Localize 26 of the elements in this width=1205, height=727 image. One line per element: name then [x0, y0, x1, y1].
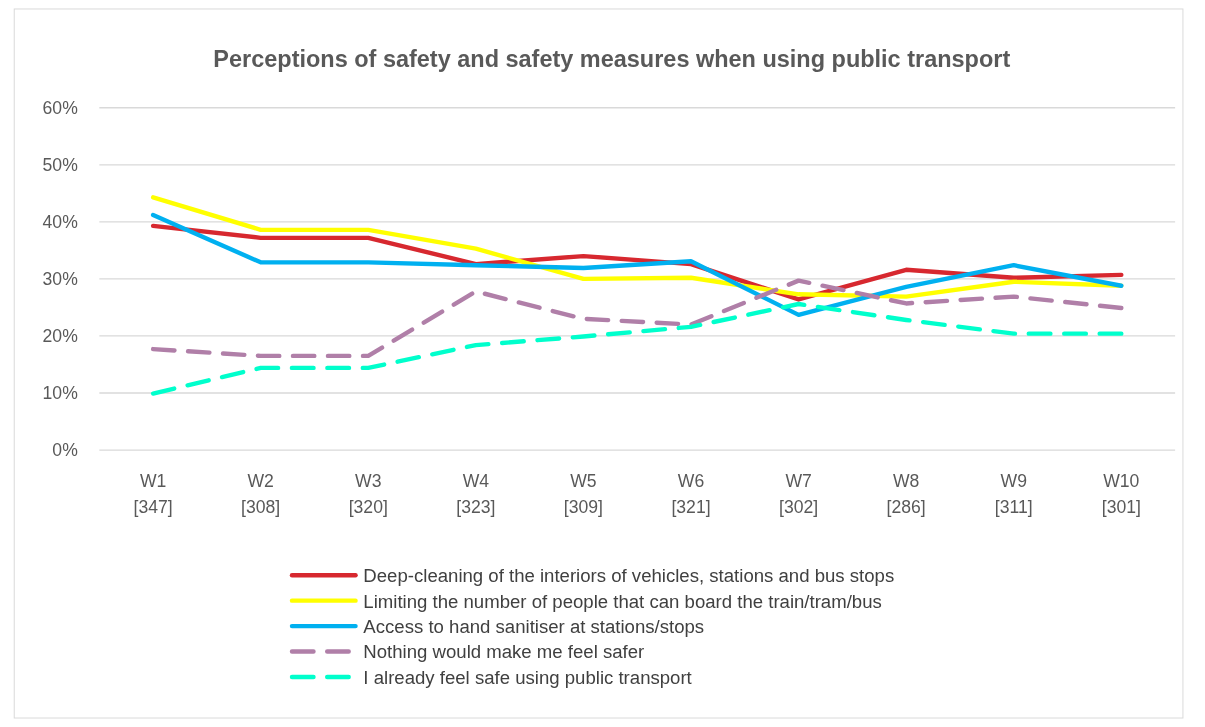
- chart-title: Perceptions of safety and safety measures when using public transport: [213, 45, 1011, 72]
- legend-label: I already feel safe using public transport: [363, 666, 693, 688]
- legend-label: Deep-cleaning of the interiors of vehicles, stations and bus stops: [363, 565, 895, 587]
- x-tick-label: W10 [301]: [1101, 471, 1141, 517]
- x-tick-label: W9 [311]: [994, 471, 1033, 517]
- x-tick-label: W6 [321]: [671, 471, 711, 517]
- legend-label: Access to hand sanitiser at stations/stops: [363, 615, 705, 637]
- y-tick-label: 20%: [42, 325, 79, 346]
- x-tick-label: W3 [320]: [348, 471, 388, 517]
- y-tick-label: 40%: [42, 211, 79, 232]
- y-tick-label: 10%: [42, 382, 79, 403]
- y-tick-label: 0%: [52, 439, 79, 460]
- line-series: [150, 301, 1124, 396]
- legend-label: Limiting the number of people that can board the train/tram/bus: [363, 590, 882, 612]
- x-tick-label: W1 [347]: [133, 471, 173, 517]
- x-tick-label: W2 [308]: [241, 471, 281, 517]
- x-tick-label: W4 [323]: [456, 471, 496, 517]
- y-tick-label: 60%: [42, 97, 79, 118]
- x-tick-label: W7 [302]: [779, 471, 819, 517]
- line-series: [150, 278, 1124, 359]
- y-tick-label: 30%: [42, 268, 79, 289]
- x-tick-label: W8 [286]: [886, 471, 926, 517]
- y-tick-label: 50%: [42, 154, 79, 175]
- legend-label: Nothing would make me feel safer: [363, 641, 645, 663]
- x-tick-label: W5 [309]: [563, 471, 603, 517]
- line-series: [150, 212, 1124, 318]
